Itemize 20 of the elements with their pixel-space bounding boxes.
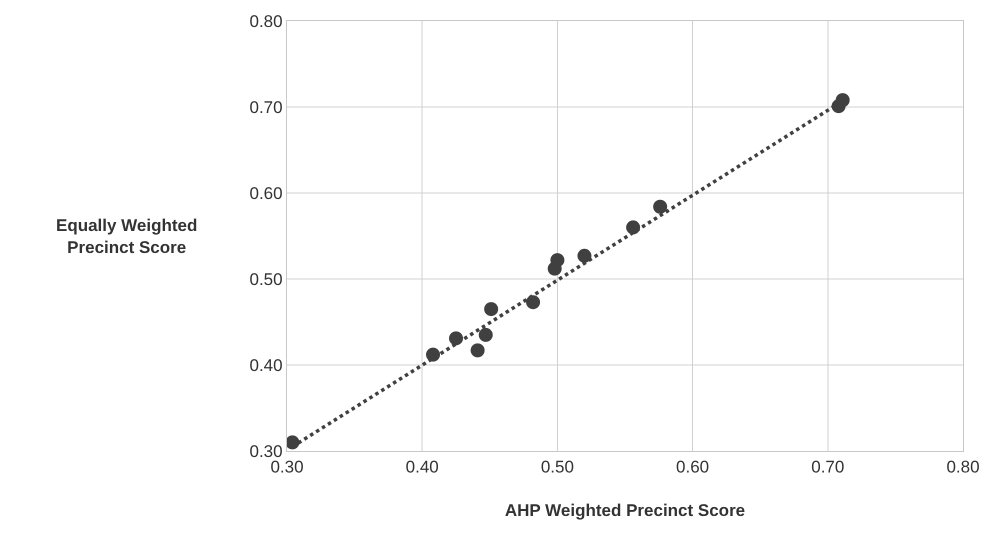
x-tick-label: 0.60: [676, 457, 710, 476]
x-tick-label: 0.80: [946, 457, 980, 476]
point: [550, 253, 564, 268]
y-tick-label: 0.70: [250, 98, 283, 117]
y-tick-label: 0.80: [250, 12, 283, 31]
x-tick-label: 0.70: [811, 457, 844, 476]
point: [577, 248, 592, 263]
x-axis-title: AHP Weighted Precinct Score: [504, 500, 746, 520]
point: [470, 343, 485, 358]
y-tick-label: 0.50: [250, 270, 283, 289]
point: [478, 328, 493, 342]
x-tick-label: 0.50: [540, 457, 574, 476]
point: [836, 93, 850, 108]
point: [653, 200, 668, 214]
y-tick-label: 0.60: [250, 184, 283, 203]
y-tick-label: 0.40: [250, 356, 283, 375]
y-axis-title: Equally Weighted Precinct Score: [56, 216, 198, 258]
point: [484, 302, 498, 316]
point: [526, 295, 540, 310]
x-tick-label: 0.40: [406, 457, 439, 476]
